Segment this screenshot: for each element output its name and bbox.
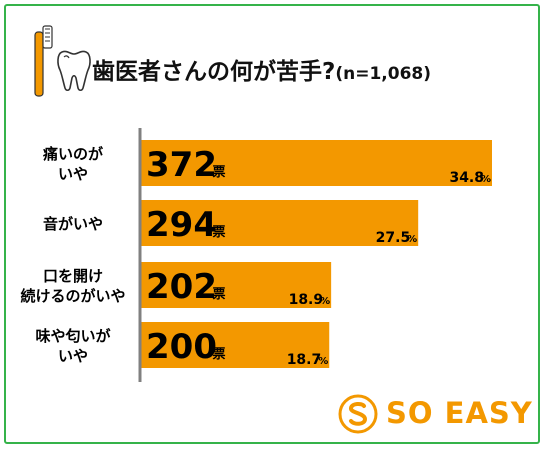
title-text: 歯医者さんの何が苦手? (92, 59, 336, 85)
category-label: 味や匂いが (35, 327, 111, 345)
value-unit: 票 (213, 286, 226, 302)
category-label: 続けるのがいや (20, 287, 125, 305)
value-unit: 票 (213, 346, 226, 362)
percent-label: 27.5 (376, 230, 411, 246)
bar-2 (140, 200, 419, 246)
tooth-icon (57, 50, 91, 92)
logo-text: SO EASY (386, 396, 533, 430)
value-label: 200 (146, 327, 217, 367)
category-label: いや (58, 165, 88, 183)
toothbrush-icon (34, 25, 53, 97)
value-label: 372 (146, 145, 217, 185)
category-label: 口を開け (43, 267, 103, 285)
percent-label: 18.9 (289, 292, 324, 308)
value-unit: 票 (213, 164, 226, 180)
percent-label: 18.7 (287, 352, 322, 368)
value-label: 202 (146, 267, 217, 307)
percent-label: 34.8 (449, 170, 484, 186)
category-label: 音がいや (43, 215, 103, 233)
bar-4 (140, 322, 330, 368)
chart-title: 歯医者さんの何が苦手?(n=1,068) (92, 52, 431, 86)
value-label: 294 (146, 205, 217, 245)
value-unit: 票 (213, 224, 226, 240)
category-label: 痛いのが (42, 145, 104, 163)
so-easy-logo-icon (338, 394, 378, 434)
percent-sign: % (407, 234, 417, 245)
bar-1 (140, 140, 492, 186)
title-sample-size: (n=1,068) (335, 64, 432, 84)
category-label: いや (58, 347, 88, 365)
percent-sign: % (318, 356, 328, 367)
percent-sign: % (320, 296, 330, 307)
bar-3 (140, 262, 332, 308)
percent-sign: % (481, 174, 491, 185)
